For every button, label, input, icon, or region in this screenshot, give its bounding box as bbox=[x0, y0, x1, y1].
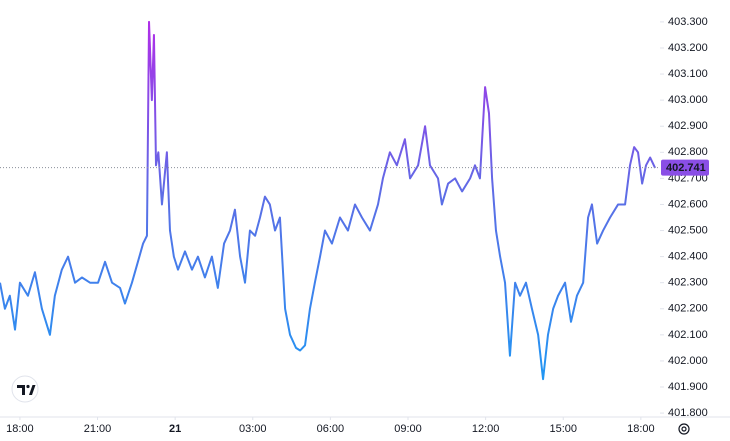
x-tick-label: 09:00 bbox=[394, 423, 422, 435]
y-tick-label: 402.200 bbox=[668, 303, 708, 315]
x-tick-label: 18:00 bbox=[627, 423, 655, 435]
x-tick-label: 12:00 bbox=[472, 423, 500, 435]
y-tick-label: 402.800 bbox=[668, 146, 708, 158]
x-tick-label: 21:00 bbox=[84, 423, 112, 435]
x-tick-label: 18:00 bbox=[6, 423, 34, 435]
x-tick-label: 03:00 bbox=[239, 423, 267, 435]
x-tick-label: 06:00 bbox=[317, 423, 345, 435]
x-tick-label: 15:00 bbox=[549, 423, 577, 435]
y-tick-label: 402.400 bbox=[668, 251, 708, 263]
y-tick-label: 403.200 bbox=[668, 42, 708, 54]
y-tick-label: 402.500 bbox=[668, 224, 708, 236]
y-tick-label: 402.600 bbox=[668, 198, 708, 210]
y-tick-label: 402.000 bbox=[668, 355, 708, 367]
y-tick-label: 403.100 bbox=[668, 68, 708, 80]
y-tick-label: 402.900 bbox=[668, 120, 708, 132]
x-tick-label: 21 bbox=[169, 423, 181, 435]
y-tick-label: 402.100 bbox=[668, 329, 708, 341]
last-value-box bbox=[661, 159, 709, 176]
y-tick-label: 402.300 bbox=[668, 277, 708, 289]
y-tick-label: 401.800 bbox=[668, 407, 708, 419]
price-line bbox=[0, 20, 656, 381]
tradingview-logo bbox=[11, 375, 39, 403]
last-value-label: 402.741 bbox=[666, 162, 706, 174]
y-tick-label: 403.000 bbox=[668, 94, 708, 106]
y-tick-label: 401.900 bbox=[668, 381, 708, 393]
settings-button[interactable] bbox=[678, 423, 690, 435]
y-tick-label: 403.300 bbox=[668, 16, 708, 28]
